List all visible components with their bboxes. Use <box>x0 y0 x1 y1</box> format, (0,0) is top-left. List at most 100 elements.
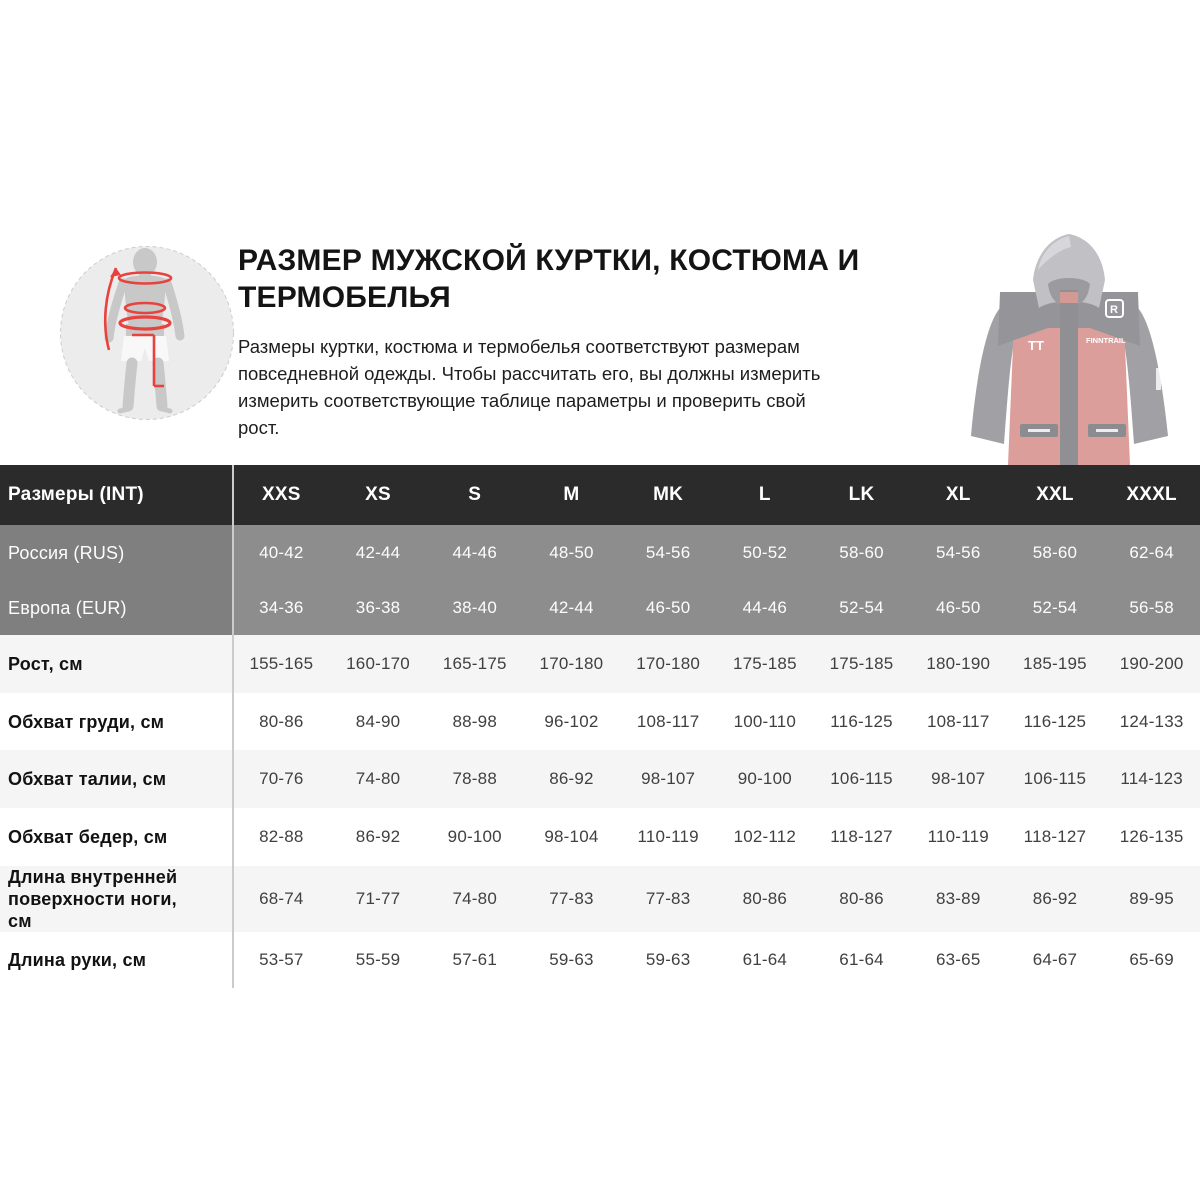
size-value: 77-83 <box>619 866 717 932</box>
size-value: 61-64 <box>813 932 910 988</box>
size-value: 40-42 <box>233 525 330 581</box>
col-header-lk: LK <box>813 465 910 525</box>
row-label-russia: Россия (RUS) <box>0 525 233 581</box>
col-header-xxs: XXS <box>233 465 330 525</box>
size-value: 63-65 <box>909 932 1007 988</box>
row-label-arm-length: Длина руки, см <box>0 932 233 988</box>
size-value: 46-50 <box>909 581 1007 635</box>
jacket-photo: TT FINNTRAIL R <box>971 234 1168 465</box>
size-value: 71-77 <box>329 866 427 932</box>
size-value: 108-117 <box>619 693 717 750</box>
size-value: 185-195 <box>1006 635 1104 693</box>
col-header-s: S <box>426 465 524 525</box>
size-value: 80-86 <box>233 693 330 750</box>
size-value: 110-119 <box>619 808 717 866</box>
size-value: 74-80 <box>426 866 524 932</box>
size-value: 84-90 <box>329 693 427 750</box>
size-value: 118-127 <box>1006 808 1104 866</box>
size-value: 46-50 <box>619 581 717 635</box>
jacket-logo-brand: FINNTRAIL <box>1086 336 1126 345</box>
size-value: 55-59 <box>329 932 427 988</box>
size-value: 114-123 <box>1103 750 1200 808</box>
jacket-logo-tt: TT <box>1028 338 1044 353</box>
col-header-xxl: XXL <box>1006 465 1104 525</box>
size-value: 70-76 <box>233 750 330 808</box>
size-value: 50-52 <box>716 525 814 581</box>
size-value: 54-56 <box>909 525 1007 581</box>
size-value: 160-170 <box>329 635 427 693</box>
size-value: 165-175 <box>426 635 524 693</box>
size-value: 100-110 <box>716 693 814 750</box>
row-label-hips: Обхват бедер, см <box>0 808 233 866</box>
size-value: 78-88 <box>426 750 524 808</box>
col-header-xl: XL <box>909 465 1007 525</box>
size-value: 44-46 <box>716 581 814 635</box>
size-value: 82-88 <box>233 808 330 866</box>
size-value: 52-54 <box>813 581 910 635</box>
size-value: 42-44 <box>329 525 427 581</box>
page-title: Размер мужской куртки, костюма и термобе… <box>238 244 860 314</box>
col-header-xs: XS <box>329 465 427 525</box>
size-value: 58-60 <box>1006 525 1104 581</box>
size-value: 124-133 <box>1103 693 1200 750</box>
size-value: 57-61 <box>426 932 524 988</box>
size-value: 175-185 <box>813 635 910 693</box>
row-label-europe: Европа (EUR) <box>0 581 233 635</box>
size-value: 77-83 <box>523 866 620 932</box>
size-value: 83-89 <box>909 866 1007 932</box>
size-value: 62-64 <box>1103 525 1200 581</box>
col-header-m: M <box>523 465 620 525</box>
body-measurement-diagram-icon <box>60 246 234 420</box>
size-value: 102-112 <box>716 808 814 866</box>
row-label-waist: Обхват талии, см <box>0 750 233 808</box>
size-value: 180-190 <box>909 635 1007 693</box>
size-value: 52-54 <box>1006 581 1104 635</box>
page-description: Размеры куртки, костюма и термобелья соо… <box>238 336 821 438</box>
size-value: 68-74 <box>233 866 330 932</box>
size-value: 170-180 <box>619 635 717 693</box>
size-value: 61-64 <box>716 932 814 988</box>
size-value: 56-58 <box>1103 581 1200 635</box>
size-value: 118-127 <box>813 808 910 866</box>
row-label-chest: Обхват груди, см <box>0 693 233 750</box>
size-value: 34-36 <box>233 581 330 635</box>
size-value: 53-57 <box>233 932 330 988</box>
size-value: 36-38 <box>329 581 427 635</box>
size-value: 64-67 <box>1006 932 1104 988</box>
column-divider <box>232 465 234 988</box>
size-value: 80-86 <box>716 866 814 932</box>
size-value: 86-92 <box>329 808 427 866</box>
size-value: 74-80 <box>329 750 427 808</box>
size-value: 108-117 <box>909 693 1007 750</box>
size-value: 59-63 <box>523 932 620 988</box>
size-value: 110-119 <box>909 808 1007 866</box>
size-value: 116-125 <box>813 693 910 750</box>
size-value: 59-63 <box>619 932 717 988</box>
table-corner-header: Размеры (INT) <box>0 465 233 525</box>
size-value: 48-50 <box>523 525 620 581</box>
size-value: 58-60 <box>813 525 910 581</box>
size-value: 170-180 <box>523 635 620 693</box>
size-value: 86-92 <box>523 750 620 808</box>
size-value: 126-135 <box>1103 808 1200 866</box>
size-value: 116-125 <box>1006 693 1104 750</box>
size-value: 86-92 <box>1006 866 1104 932</box>
size-value: 106-115 <box>813 750 910 808</box>
size-value: 88-98 <box>426 693 524 750</box>
size-value: 190-200 <box>1103 635 1200 693</box>
row-label-height: Рост, см <box>0 635 233 693</box>
row-label-inseam: Длина внутренней поверхности ноги, см <box>0 866 233 932</box>
size-value: 98-104 <box>523 808 620 866</box>
size-value: 98-107 <box>909 750 1007 808</box>
jacket-logo-r: R <box>1110 304 1118 316</box>
size-value: 106-115 <box>1006 750 1104 808</box>
col-header-xxxl: XXXL <box>1103 465 1200 525</box>
size-value: 98-107 <box>619 750 717 808</box>
size-value: 38-40 <box>426 581 524 635</box>
size-value: 65-69 <box>1103 932 1200 988</box>
size-value: 155-165 <box>233 635 330 693</box>
size-value: 42-44 <box>523 581 620 635</box>
col-header-l: L <box>716 465 814 525</box>
col-header-mk: MK <box>619 465 717 525</box>
size-value: 54-56 <box>619 525 717 581</box>
